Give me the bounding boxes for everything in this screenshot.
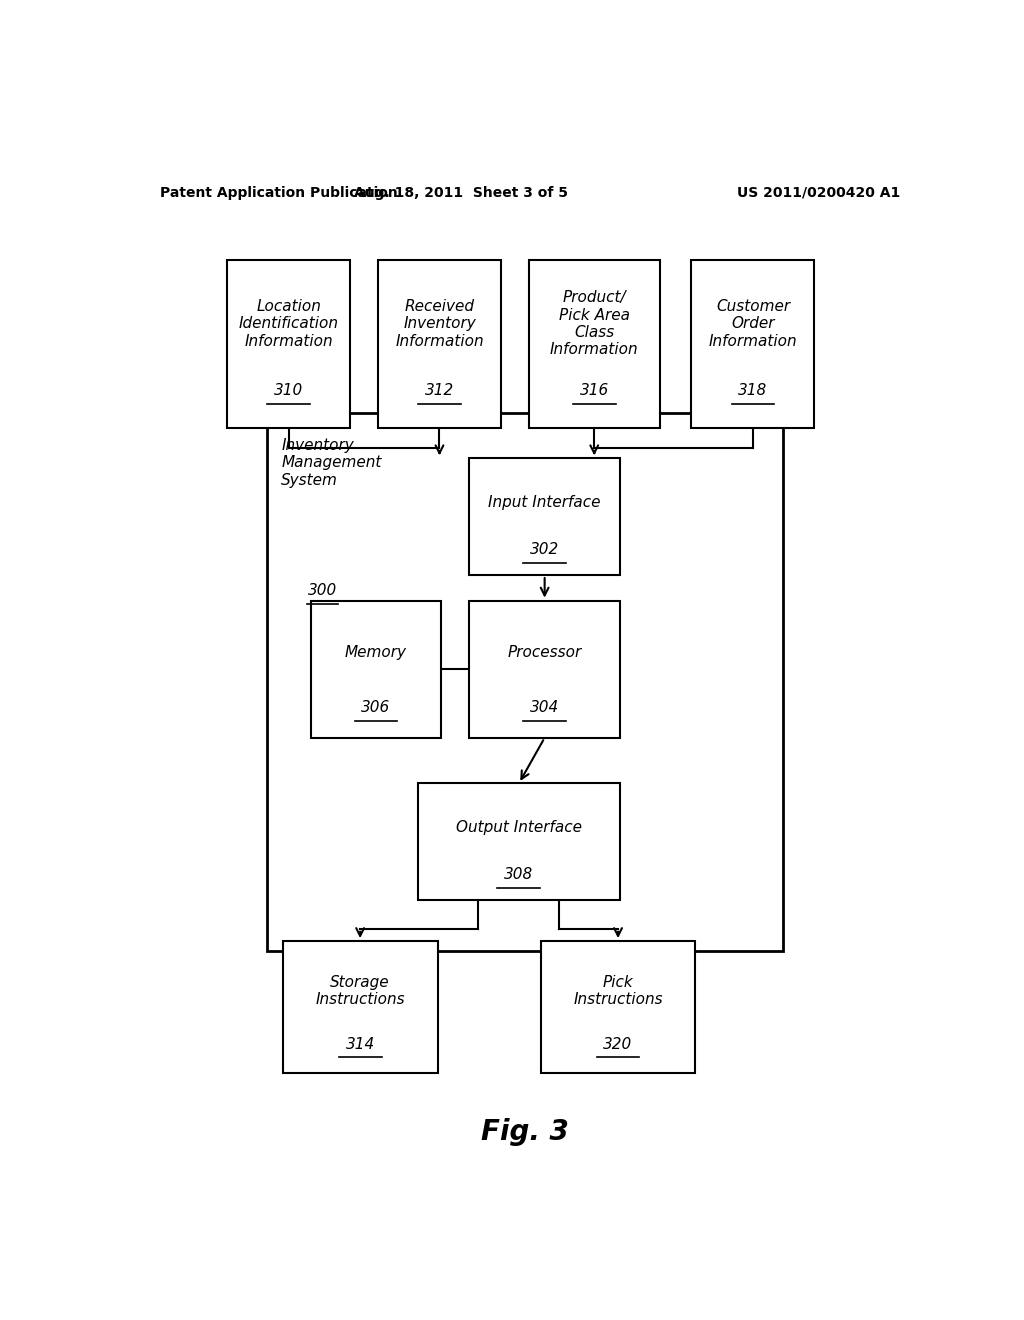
Bar xyxy=(691,260,814,428)
Text: Input Interface: Input Interface xyxy=(488,495,601,510)
Text: 320: 320 xyxy=(603,1036,633,1052)
Text: 318: 318 xyxy=(738,383,768,399)
Bar xyxy=(541,941,695,1073)
Bar xyxy=(227,260,350,428)
Text: 314: 314 xyxy=(345,1036,375,1052)
Bar xyxy=(469,601,621,738)
Text: 306: 306 xyxy=(361,700,390,715)
Text: 302: 302 xyxy=(530,543,559,557)
Text: US 2011/0200420 A1: US 2011/0200420 A1 xyxy=(737,186,900,199)
Bar xyxy=(469,458,621,576)
Text: 300: 300 xyxy=(308,583,337,598)
Bar xyxy=(418,784,621,900)
Text: Customer
Order
Information: Customer Order Information xyxy=(709,298,798,348)
Text: Patent Application Publication: Patent Application Publication xyxy=(160,186,397,199)
Text: Pick
Instructions: Pick Instructions xyxy=(573,975,663,1007)
Text: Output Interface: Output Interface xyxy=(456,821,582,836)
Text: Inventory
Management
System: Inventory Management System xyxy=(282,438,382,487)
Text: Product/
Pick Area
Class
Information: Product/ Pick Area Class Information xyxy=(550,290,639,358)
Text: Received
Inventory
Information: Received Inventory Information xyxy=(395,298,483,348)
Text: 308: 308 xyxy=(504,867,534,882)
Bar xyxy=(267,412,782,952)
Text: 312: 312 xyxy=(425,383,454,399)
Text: Processor: Processor xyxy=(508,645,582,660)
Bar xyxy=(283,941,437,1073)
Text: Memory: Memory xyxy=(345,645,407,660)
Text: Fig. 3: Fig. 3 xyxy=(481,1118,568,1146)
Bar xyxy=(528,260,659,428)
Bar xyxy=(310,601,441,738)
Text: Aug. 18, 2011  Sheet 3 of 5: Aug. 18, 2011 Sheet 3 of 5 xyxy=(354,186,568,199)
Bar xyxy=(378,260,501,428)
Text: 304: 304 xyxy=(530,700,559,715)
Text: Storage
Instructions: Storage Instructions xyxy=(315,975,404,1007)
Text: Location
Identification
Information: Location Identification Information xyxy=(239,298,339,348)
Text: 310: 310 xyxy=(274,383,303,399)
Text: 316: 316 xyxy=(580,383,609,399)
